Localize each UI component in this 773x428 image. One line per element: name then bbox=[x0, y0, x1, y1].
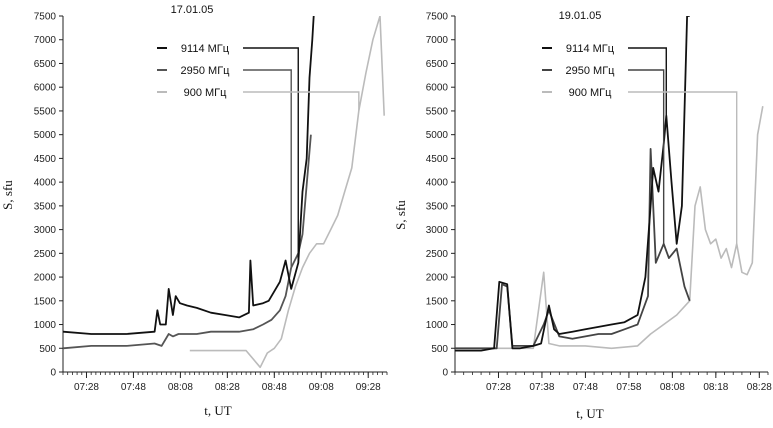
y-tick-label: 1500 bbox=[426, 296, 449, 307]
x-axis-label: t, UT bbox=[576, 406, 604, 421]
y-tick-label: 4500 bbox=[34, 154, 57, 165]
y-tick-label: 3000 bbox=[426, 225, 449, 236]
series-line-3 bbox=[455, 106, 764, 350]
legend-leader-line bbox=[243, 47, 299, 263]
x-axis-label: t, UT bbox=[204, 403, 232, 418]
x-tick-label: 09:28 bbox=[356, 382, 381, 393]
y-tick-label: 0 bbox=[50, 368, 56, 379]
y-tick-label: 6000 bbox=[34, 83, 57, 94]
y-axis-label: S, sfu bbox=[393, 200, 408, 230]
y-tick-label: 6000 bbox=[426, 83, 449, 94]
legend-leader-line bbox=[628, 91, 738, 244]
chart-title: 17.01.05 bbox=[171, 4, 214, 16]
y-tick-label: 500 bbox=[39, 344, 56, 355]
y-tick-label: 7000 bbox=[34, 35, 57, 46]
chart-title: 19.01.05 bbox=[559, 10, 602, 22]
y-tick-label: 1000 bbox=[34, 320, 57, 331]
y-tick-label: 5000 bbox=[34, 130, 57, 141]
y-tick-label: 3500 bbox=[426, 201, 449, 212]
y-tick-label: 7500 bbox=[34, 12, 57, 23]
series-line-2 bbox=[63, 134, 312, 350]
legend-label: 900 МГц bbox=[184, 87, 228, 99]
legend-leader-line bbox=[243, 69, 292, 268]
x-tick-label: 07:28 bbox=[74, 382, 99, 393]
y-tick-label: 1000 bbox=[426, 320, 449, 331]
x-tick-label: 09:08 bbox=[309, 382, 334, 393]
y-tick-label: 6500 bbox=[34, 59, 57, 70]
x-tick-label: 07:38 bbox=[529, 382, 554, 393]
y-tick-label: 7000 bbox=[426, 35, 449, 46]
series-line-1 bbox=[455, 16, 690, 352]
series-line-1 bbox=[63, 16, 315, 335]
legend-leader-line bbox=[628, 47, 667, 116]
legend-label: 2950 МГц bbox=[181, 65, 231, 77]
x-tick-label: 08:28 bbox=[215, 382, 240, 393]
x-tick-label: 08:08 bbox=[168, 382, 193, 393]
y-tick-label: 2000 bbox=[34, 273, 57, 284]
y-tick-label: 0 bbox=[442, 368, 448, 379]
y-tick-label: 3000 bbox=[34, 225, 57, 236]
x-tick-label: 07:58 bbox=[616, 382, 641, 393]
y-tick-label: 5000 bbox=[426, 130, 449, 141]
y-tick-label: 2500 bbox=[34, 249, 57, 260]
chart-panel-2: 0 500 1000 1500 2000 2500 3000 3500 4000 4500 5000… bbox=[393, 10, 772, 421]
x-tick-label: 07:28 bbox=[486, 382, 511, 393]
y-tick-label: 2000 bbox=[426, 273, 449, 284]
legend-label: 9114 МГц bbox=[566, 43, 615, 55]
series-line-2 bbox=[455, 147, 691, 350]
chart-panel-1: 0 500 1000 1500 2000 2500 3000 3500 4000 4500 5000… bbox=[0, 4, 388, 418]
y-tick-label: 7500 bbox=[426, 12, 449, 23]
y-tick-label: 6500 bbox=[426, 59, 449, 70]
y-tick-label: 1500 bbox=[34, 296, 57, 307]
y-tick-label: 500 bbox=[431, 344, 448, 355]
y-tick-label: 4500 bbox=[426, 154, 449, 165]
x-tick-label: 08:28 bbox=[747, 382, 772, 393]
series-line-3 bbox=[189, 16, 385, 369]
x-tick-label: 07:48 bbox=[573, 382, 598, 393]
y-tick-label: 5500 bbox=[34, 106, 57, 117]
y-axis-label: S, sfu bbox=[0, 180, 15, 210]
x-tick-label: 08:18 bbox=[703, 382, 728, 393]
y-tick-label: 5500 bbox=[426, 106, 449, 117]
y-tick-label: 4000 bbox=[34, 178, 57, 189]
y-tick-label: 2500 bbox=[426, 249, 449, 260]
x-tick-label: 07:48 bbox=[121, 382, 146, 393]
x-tick-label: 08:08 bbox=[660, 382, 685, 393]
legend-label: 9114 МГц bbox=[181, 43, 230, 55]
y-tick-label: 3500 bbox=[34, 201, 57, 212]
legend-label: 2950 МГц bbox=[566, 65, 616, 77]
y-tick-label: 4000 bbox=[426, 178, 449, 189]
x-tick-label: 08:48 bbox=[262, 382, 287, 393]
legend-leader-line bbox=[243, 91, 360, 111]
legend-leader-line bbox=[628, 69, 665, 244]
legend-label: 900 МГц bbox=[569, 87, 613, 99]
